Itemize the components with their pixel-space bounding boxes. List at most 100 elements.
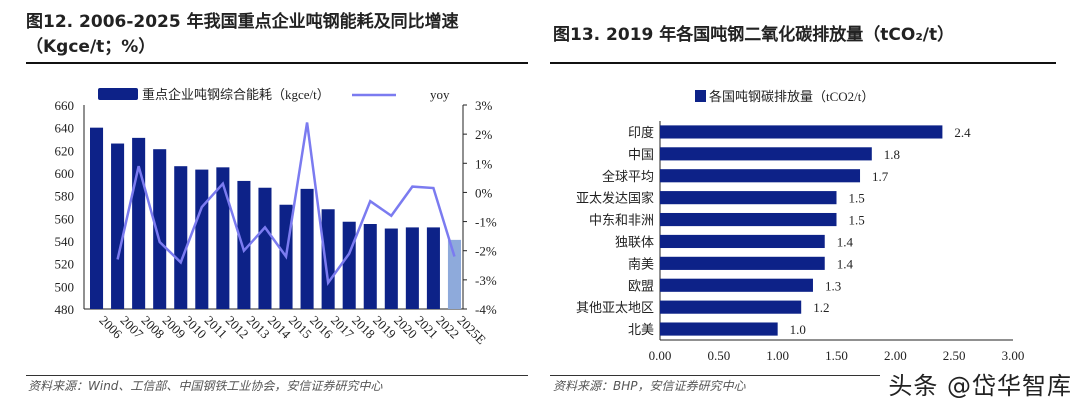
- category-label: 欧盟: [628, 278, 654, 293]
- value-label: 1.2: [813, 300, 829, 315]
- left-tick-label: 640: [55, 121, 75, 136]
- x-tick-label: 3.00: [1002, 348, 1025, 363]
- x-tick-label: 2.50: [943, 348, 966, 363]
- legend-bar-label: 重点企业吨钢综合能耗（kgce/t）: [142, 87, 330, 102]
- bar-中国: [660, 147, 872, 161]
- bar-2006: [90, 127, 104, 309]
- right-source-rule: [550, 375, 880, 376]
- x-tick-label: 2.00: [884, 348, 907, 363]
- category-label: 亚太发达国家: [576, 191, 654, 206]
- x-tick-label: 0.50: [707, 348, 730, 363]
- x-tick-label: 2022: [433, 313, 462, 342]
- x-tick-label: 2018: [349, 313, 378, 342]
- x-tick-label: 2007: [117, 313, 146, 342]
- category-label: 中国: [628, 147, 654, 162]
- x-tick-label: 2011: [202, 313, 231, 342]
- bar-2016: [300, 188, 314, 309]
- bar-欧盟: [660, 278, 813, 292]
- right-source: 资料来源：BHP，安信证券研究中心: [553, 379, 746, 393]
- value-label: 1.8: [884, 147, 900, 162]
- x-tick-label: 0.00: [649, 348, 672, 363]
- left-tick-label: 620: [55, 143, 75, 158]
- bar-2008: [132, 137, 146, 309]
- right-tick-label: -2%: [475, 244, 497, 259]
- right-tick-label: -3%: [475, 273, 497, 288]
- left-tick-label: 480: [55, 302, 75, 317]
- value-label: 1.4: [837, 234, 854, 249]
- left-title-line2: （Kgce/t；%）: [26, 37, 156, 57]
- bar-南美: [660, 256, 825, 270]
- right-tick-label: 2%: [475, 127, 493, 142]
- value-label: 1.0: [790, 322, 806, 337]
- legend-label: 各国吨钢碳排放量（tCO2/t）: [709, 89, 874, 104]
- x-tick-label: 1.50: [825, 348, 848, 363]
- category-label: 中东和非洲: [589, 213, 654, 228]
- bar-亚太发达国家: [660, 191, 837, 205]
- right-chart: 0.00 0.50 1.00 1.50 2.00 2.50 3.00 印度 2.4 中国 1.8 全球…: [576, 89, 1025, 363]
- right-chart-title: 图13. 2019 年各国吨钢二氧化碳排放量（tCO₂/t）: [553, 25, 955, 45]
- bar-2012: [216, 167, 230, 309]
- left-title-rule: [26, 62, 528, 64]
- x-tick-label: 2008: [139, 313, 168, 342]
- watermark: 头条 @岱华智库: [888, 372, 1072, 400]
- right-tick-label: -1%: [475, 215, 497, 230]
- left-title-line1: 图12. 2006-2025 年我国重点企业吨钢能耗及同比增速: [26, 12, 459, 32]
- category-label: 南美: [628, 256, 654, 271]
- x-tick-label: 2019: [370, 313, 399, 342]
- right-tick-label: 1%: [475, 156, 493, 171]
- legend-line-label: yoy: [430, 87, 450, 102]
- left-source-rule: [26, 375, 528, 376]
- left-chart-title: 图12. 2006-2025 年我国重点企业吨钢能耗及同比增速 （Kgce/t；…: [26, 10, 459, 60]
- value-label: 1.3: [825, 278, 841, 293]
- legend-swatch: [695, 90, 706, 102]
- bar-2020: [384, 228, 398, 309]
- left-tick-label: 600: [55, 166, 75, 181]
- category-label: 其他亚太地区: [576, 300, 654, 315]
- right-tick-label: -4%: [475, 302, 497, 317]
- bar-2019: [363, 224, 377, 309]
- bar-全球平均: [660, 169, 861, 183]
- left-tick-label: 660: [55, 98, 75, 113]
- x-tick-label: 2015: [286, 313, 315, 342]
- bar-印度: [660, 125, 943, 139]
- value-label: 2.4: [954, 125, 971, 140]
- x-tick-label: 2016: [307, 313, 336, 342]
- bar-2025E: [447, 239, 461, 309]
- x-tick-label: 2021: [412, 313, 441, 342]
- left-chart: 480 500 520 540 560 580 600 620 640 660 -4% -3% -2% -…: [55, 87, 497, 347]
- value-label: 1.5: [849, 191, 865, 206]
- bar-2010: [174, 166, 188, 309]
- category-label: 独联体: [615, 234, 654, 249]
- left-tick-label: 520: [55, 257, 75, 272]
- x-tick-label: 2020: [391, 313, 420, 342]
- right-tick-label: 3%: [475, 98, 493, 113]
- left-tick-label: 560: [55, 211, 75, 226]
- bar-2022: [426, 227, 440, 309]
- left-source: 资料来源：Wind、工信部、中国钢铁工业协会，安信证券研究中心: [28, 379, 383, 393]
- category-label: 全球平均: [602, 169, 654, 184]
- x-tick-label: 1.00: [766, 348, 789, 363]
- bar-2013: [237, 180, 251, 309]
- bar-中东和非洲: [660, 212, 837, 227]
- bar-2018: [342, 221, 356, 309]
- bar-2011: [195, 169, 209, 309]
- x-tick-label: 2014: [265, 313, 294, 342]
- x-tick-label: 2010: [181, 313, 210, 342]
- category-label: 印度: [628, 125, 654, 140]
- legend-bar-swatch: [98, 88, 138, 100]
- right-tick-label: 0%: [475, 185, 493, 200]
- right-title-rule: [550, 62, 1056, 64]
- x-tick-label: 2012: [223, 313, 252, 342]
- left-tick-label: 540: [55, 234, 75, 249]
- bar-2017: [321, 209, 335, 309]
- value-label: 1.5: [849, 213, 865, 228]
- yoy-line: [116, 122, 456, 287]
- x-tick-label: 2009: [160, 313, 189, 342]
- bar-其他亚太地区: [660, 300, 802, 314]
- bar-独联体: [660, 234, 825, 249]
- bar-2007: [111, 143, 125, 309]
- x-tick-label: 2013: [244, 313, 273, 342]
- bar-北美: [660, 322, 778, 336]
- bar-2021: [405, 227, 419, 309]
- left-tick-label: 500: [55, 279, 75, 294]
